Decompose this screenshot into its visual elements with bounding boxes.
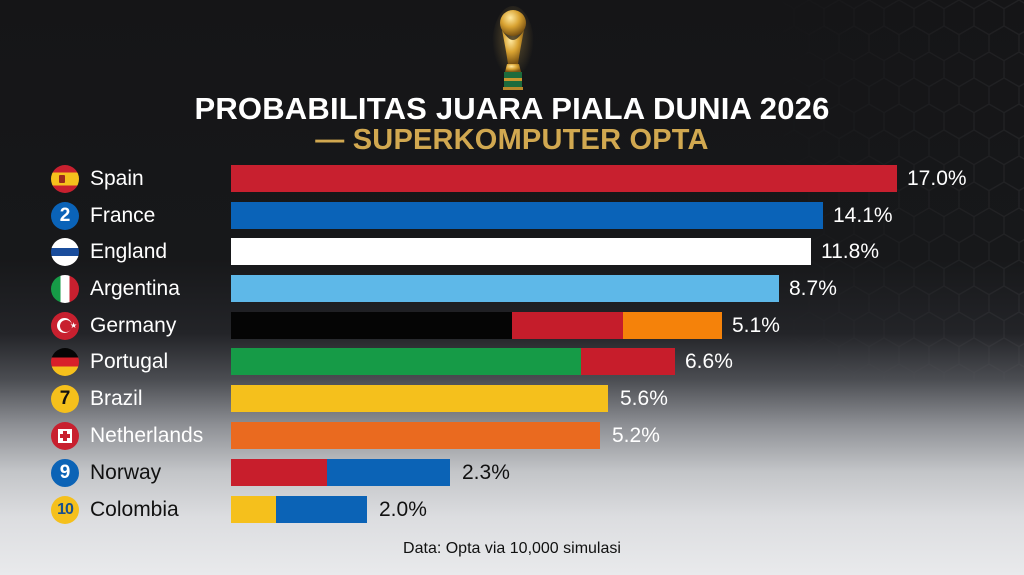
red-cross-flag-icon [51,422,79,450]
country-label: Germany [90,314,177,337]
number-9-badge-icon: 9 [51,459,79,487]
probability-bar [231,275,779,302]
bar-row-norway: 9 Norway 2.3% [0,459,1024,487]
country-label: Portugal [90,350,169,373]
bar-segment [231,202,823,229]
badge-number: 9 [59,462,71,483]
country-label: Netherlands [90,424,204,447]
country-label: Argentina [90,277,180,300]
country-label: Norway [90,461,162,484]
bar-row-netherlands: Netherlands 5.2% [0,422,1024,450]
bar-segment [231,165,897,192]
turkey-flag-icon: ★ [51,312,79,340]
stripe-flag-icon [51,238,79,266]
value-label: 8.7% [789,277,837,300]
probability-bar [231,385,608,412]
badge-number: 7 [59,388,71,409]
bar-segment [231,459,327,486]
value-label: 2.3% [462,461,510,484]
probability-bar [231,422,600,449]
number-2-badge-icon: 2 [51,202,79,230]
bar-segment [231,496,276,523]
bar-row-germany: ★ Germany 5.1% [0,312,1024,340]
bar-segment [231,422,600,449]
bar-segment [327,459,450,486]
bar-segment [231,348,581,375]
bar-segment [231,312,512,339]
value-label: 5.2% [612,424,660,447]
bar-segment [623,312,722,339]
number-10-badge-icon: 10 [51,496,79,524]
value-label: 17.0% [907,167,967,190]
probability-bar [231,202,823,229]
bar-row-portugal: Portugal 6.6% [0,348,1024,376]
probability-bar [231,348,675,375]
probability-bar [231,459,450,486]
bar-segment [231,385,608,412]
value-label: 5.1% [732,314,780,337]
chart-subtitle: — SUPERKOMPUTER OPTA [315,124,709,156]
bar-row-spain: Spain 17.0% [0,165,1024,193]
germany-flag-icon [51,348,79,376]
country-label: Colombia [90,498,179,521]
bar-row-argentina: Argentina 8.7% [0,275,1024,303]
badge-number: 10 [57,501,74,518]
probability-bar [231,165,897,192]
value-label: 14.1% [833,204,893,227]
bar-segment [512,312,623,339]
country-label: Spain [90,167,144,190]
probability-bar [231,312,722,339]
country-label: England [90,240,168,263]
badge-number: 2 [59,205,71,226]
probability-bar [231,496,367,523]
bar-segment [231,275,779,302]
number-7-badge-icon: 7 [51,385,79,413]
bar-row-england: England 11.8% [0,238,1024,266]
spain-flag-icon [51,165,79,193]
bar-segment [231,238,811,265]
value-label: 11.8% [821,240,879,263]
data-source-note: Data: Opta via 10,000 simulasi [403,540,621,557]
bar-segment [581,348,675,375]
world-cup-trophy-icon [492,6,534,90]
chart-title: PROBABILITAS JUARA PIALA DUNIA 2026 [194,91,830,126]
probability-bar [231,238,811,265]
country-label: France [90,204,156,227]
value-label: 5.6% [620,387,668,410]
bar-row-france: 2 France 14.1% [0,202,1024,230]
value-label: 2.0% [379,498,427,521]
italy-flag-icon [51,275,79,303]
value-label: 6.6% [685,350,733,373]
bar-segment [276,496,367,523]
country-label: Brazil [90,387,143,410]
bar-row-colombia: 10 Colombia 2.0% [0,496,1024,524]
bar-row-brazil: 7 Brazil 5.6% [0,385,1024,413]
